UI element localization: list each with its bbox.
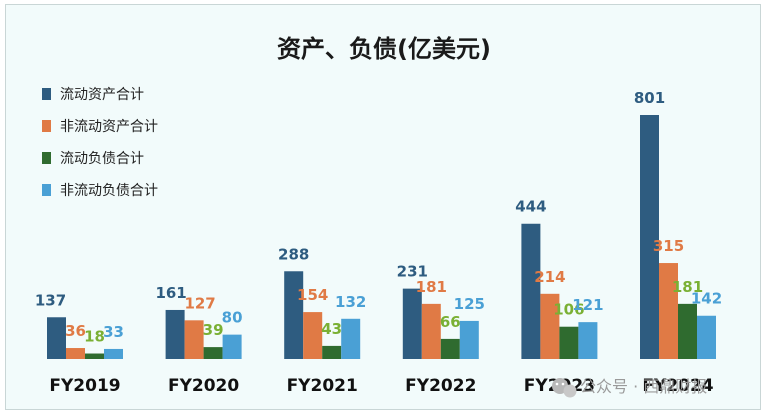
category-label: FY2024	[642, 376, 713, 396]
x-axis: FY2019FY2020FY2021FY2022FY2023FY2024	[49, 376, 713, 396]
bar	[578, 322, 598, 359]
bar	[66, 348, 85, 359]
data-label: 801	[634, 89, 665, 107]
bar	[203, 347, 223, 359]
bar	[540, 293, 560, 359]
bar	[184, 320, 204, 359]
data-label: 33	[103, 323, 124, 341]
category-label: FY2021	[287, 376, 358, 396]
data-label: 106	[553, 301, 584, 319]
bar	[47, 317, 66, 359]
legend-label: 流动资产合计	[60, 87, 144, 103]
bar	[85, 353, 104, 359]
bar	[402, 288, 422, 359]
data-label: 231	[397, 263, 428, 281]
legend-swatch	[42, 152, 51, 164]
legend-label: 非流动资产合计	[60, 119, 158, 135]
bar	[640, 115, 659, 359]
chart-title: 资产、负债(亿美元)	[277, 35, 491, 63]
bar	[165, 309, 185, 359]
category-label: FY2020	[168, 376, 239, 396]
plot-area: 1373618331611273980288154431322311816612…	[35, 89, 722, 359]
data-label: 181	[672, 278, 703, 296]
data-label: 161	[155, 284, 186, 302]
bar	[303, 312, 323, 359]
data-label: 315	[653, 237, 684, 255]
data-label: 132	[335, 293, 366, 311]
legend-swatch	[42, 88, 51, 100]
data-label: 181	[416, 278, 447, 296]
data-label: 154	[297, 286, 328, 304]
legend-swatch	[42, 184, 51, 196]
wechat-icon	[552, 378, 577, 398]
data-label: 18	[84, 328, 105, 346]
chart-frame: 资产、负债(亿美元) 流动资产合计 非流动资产合计 流动负债合计 非流动负债合计 13…	[5, 4, 761, 410]
data-label: 80	[222, 309, 243, 327]
bar	[284, 271, 304, 359]
bar	[440, 338, 460, 359]
data-label: 137	[35, 291, 66, 309]
data-label: 127	[184, 294, 215, 312]
bar	[322, 345, 342, 359]
legend-swatch	[42, 120, 51, 132]
data-label: 125	[454, 295, 485, 313]
category-label: FY2022	[405, 376, 476, 396]
data-label: 121	[572, 296, 603, 314]
category-label: FY2019	[49, 376, 120, 396]
data-label: 66	[440, 313, 461, 331]
bar	[559, 326, 579, 359]
bar	[222, 334, 242, 359]
bar	[341, 318, 361, 359]
data-label: 288	[278, 245, 309, 263]
watermark-text: 公众号 · 西鼎财报	[580, 377, 707, 396]
data-label: 36	[65, 322, 86, 340]
bar	[659, 263, 678, 359]
bar	[459, 320, 479, 359]
bar	[697, 315, 716, 359]
data-label: 142	[691, 290, 722, 308]
bar	[521, 223, 541, 359]
data-label: 39	[203, 321, 224, 339]
legend-label: 流动负债合计	[60, 151, 144, 167]
data-label: 43	[321, 320, 342, 338]
data-label: 444	[515, 198, 546, 216]
legend-label: 非流动负债合计	[60, 183, 158, 199]
data-label: 214	[534, 268, 565, 286]
bar	[104, 348, 123, 359]
bar	[678, 303, 697, 359]
bar	[421, 303, 441, 359]
watermark: 公众号 · 西鼎财报	[552, 377, 707, 398]
